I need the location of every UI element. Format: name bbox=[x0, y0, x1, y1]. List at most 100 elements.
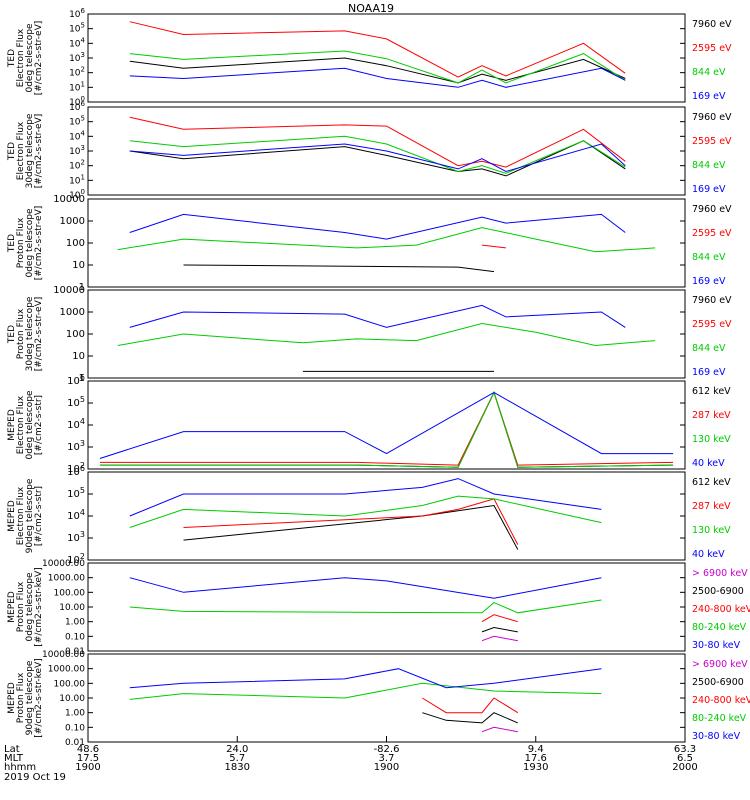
legend-label: 80-240 keV bbox=[692, 713, 747, 724]
ylabel-line: 30deg telescope bbox=[25, 113, 35, 188]
series-line bbox=[481, 614, 518, 623]
series-line bbox=[129, 116, 626, 168]
ylabel-line: [#/cm2-s-str] bbox=[34, 486, 44, 546]
series-line bbox=[129, 577, 602, 599]
ylabel-line: [#/cm2-s-str-keV] bbox=[34, 658, 44, 737]
ytick-label: 0.01 bbox=[65, 647, 85, 657]
ytick-label: 103 bbox=[69, 144, 85, 157]
ytick-label: 103 bbox=[67, 530, 85, 544]
legend-label: 287 keV bbox=[692, 501, 731, 512]
ylabel-line: TED bbox=[7, 234, 17, 253]
ytick-label: 106 bbox=[67, 373, 85, 387]
legend-label: 240-800 keV bbox=[692, 604, 750, 615]
series-line bbox=[183, 264, 495, 273]
xtick-mlt: 3.7 bbox=[379, 753, 395, 764]
xtick-lat: 63.3 bbox=[674, 744, 696, 755]
series-line bbox=[481, 626, 518, 633]
legend-label: 2595 eV bbox=[692, 136, 732, 147]
ylabel-line: MEPED bbox=[7, 500, 17, 532]
ytick-label: 1.00 bbox=[65, 709, 85, 719]
ylabel-line: Proton Flux bbox=[16, 217, 26, 268]
legend-label: > 6900 keV bbox=[692, 568, 748, 579]
ytick-label: 10000 bbox=[53, 194, 85, 205]
ylabel-line: 30deg telescope bbox=[25, 296, 35, 371]
series-line bbox=[422, 697, 519, 714]
ytick-label: 104 bbox=[69, 36, 85, 49]
ylabel-line: TED bbox=[7, 49, 17, 68]
xtick-mlt: 17.5 bbox=[77, 753, 99, 764]
ylabel-line: [#/cm2-s-str-eV] bbox=[34, 114, 44, 189]
series-line bbox=[129, 21, 626, 78]
ytick-label: 104 bbox=[67, 508, 85, 522]
ylabel-line: TED bbox=[7, 142, 17, 161]
xaxis-row-label: MLT bbox=[4, 753, 24, 764]
series-line bbox=[481, 726, 518, 733]
ytick-label: 1000.00 bbox=[48, 574, 85, 584]
panel-ted-p-30: 1 10 100 1000 10000 TED Proton Flux 30deg teles… bbox=[7, 285, 732, 384]
legend-label: 7960 eV bbox=[692, 112, 732, 123]
ylabel-line: Electron Flux bbox=[16, 28, 26, 87]
ylabel-line: 90deg telescope bbox=[25, 478, 35, 553]
series-line bbox=[183, 498, 519, 545]
ytick-label: 0.10 bbox=[65, 723, 85, 733]
ylabel-line: [#/cm2-s-str] bbox=[34, 395, 44, 455]
ylabel-line: Electron Flux bbox=[16, 395, 26, 454]
panel-meped-p-0: 0.01 0.10 1.00 10.00 100.00 1000.00 10000.00 ME… bbox=[7, 559, 750, 657]
legend-label: 2595 eV bbox=[692, 228, 732, 239]
series-line bbox=[129, 67, 626, 88]
ytick-label: 100 bbox=[66, 329, 85, 340]
legend-label: 40 keV bbox=[692, 549, 725, 560]
panel-frame bbox=[87, 198, 686, 288]
xtick-hhmm: 1830 bbox=[225, 762, 250, 773]
ylabel-line: [#/cm2-s-str-eV] bbox=[34, 206, 44, 281]
ylabel-line: Proton Flux bbox=[16, 672, 26, 723]
panel-ted-p-0: 1 10 100 1000 10000 TED Proton Flux 0deg telesc… bbox=[7, 194, 732, 293]
series-line bbox=[129, 135, 626, 174]
ytick-label: 101 bbox=[69, 80, 85, 93]
panel-frame bbox=[87, 380, 686, 470]
ytick-label: 10.00 bbox=[59, 603, 85, 613]
ytick-label: 100 bbox=[66, 238, 85, 249]
xtick-hhmm: 1900 bbox=[374, 762, 399, 773]
series-line bbox=[129, 682, 602, 700]
ylabel-line: 0deg telescope bbox=[25, 572, 35, 642]
legend-label: 240-800 keV bbox=[692, 695, 750, 706]
series-line bbox=[129, 57, 626, 84]
legend-label: 30-80 keV bbox=[692, 731, 741, 742]
xtick-mlt: 6.5 bbox=[677, 753, 693, 764]
ylabel-line: [#/cm2-s-str-eV] bbox=[34, 297, 44, 372]
ylabel-line: MEPED bbox=[7, 682, 17, 714]
legend-label: 844 eV bbox=[692, 160, 726, 171]
xaxis-row-label: Lat bbox=[4, 744, 20, 755]
xtick-lat: 48.6 bbox=[77, 744, 99, 755]
series-line bbox=[481, 244, 506, 249]
legend-label: 130 keV bbox=[692, 434, 731, 445]
chart-title: NOAA19 bbox=[348, 2, 394, 15]
ylabel-line: 0deg telescope bbox=[25, 208, 35, 278]
ytick-label: 101 bbox=[69, 173, 85, 186]
legend-label: 2595 eV bbox=[692, 319, 732, 330]
legend-label: 80-240 keV bbox=[692, 622, 747, 633]
legend-label: 844 eV bbox=[692, 67, 726, 78]
legend-label: 612 keV bbox=[692, 477, 731, 488]
ylabel-line: MEPED bbox=[7, 409, 17, 441]
legend-label: 2500-6900 bbox=[692, 586, 744, 597]
legend-label: 40 keV bbox=[692, 458, 725, 469]
series-line bbox=[183, 504, 519, 550]
ytick-label: 0.10 bbox=[65, 632, 85, 642]
legend-label: > 6900 keV bbox=[692, 659, 748, 670]
ytick-label: 100.00 bbox=[54, 679, 86, 689]
ytick-label: 102 bbox=[69, 159, 85, 172]
series-line bbox=[129, 304, 626, 328]
legend-label: 844 eV bbox=[692, 343, 726, 354]
xtick-hhmm: 2000 bbox=[672, 762, 697, 773]
ytick-label: 1 bbox=[79, 282, 85, 293]
series-line bbox=[129, 213, 626, 240]
ytick-label: 10.00 bbox=[59, 694, 85, 704]
